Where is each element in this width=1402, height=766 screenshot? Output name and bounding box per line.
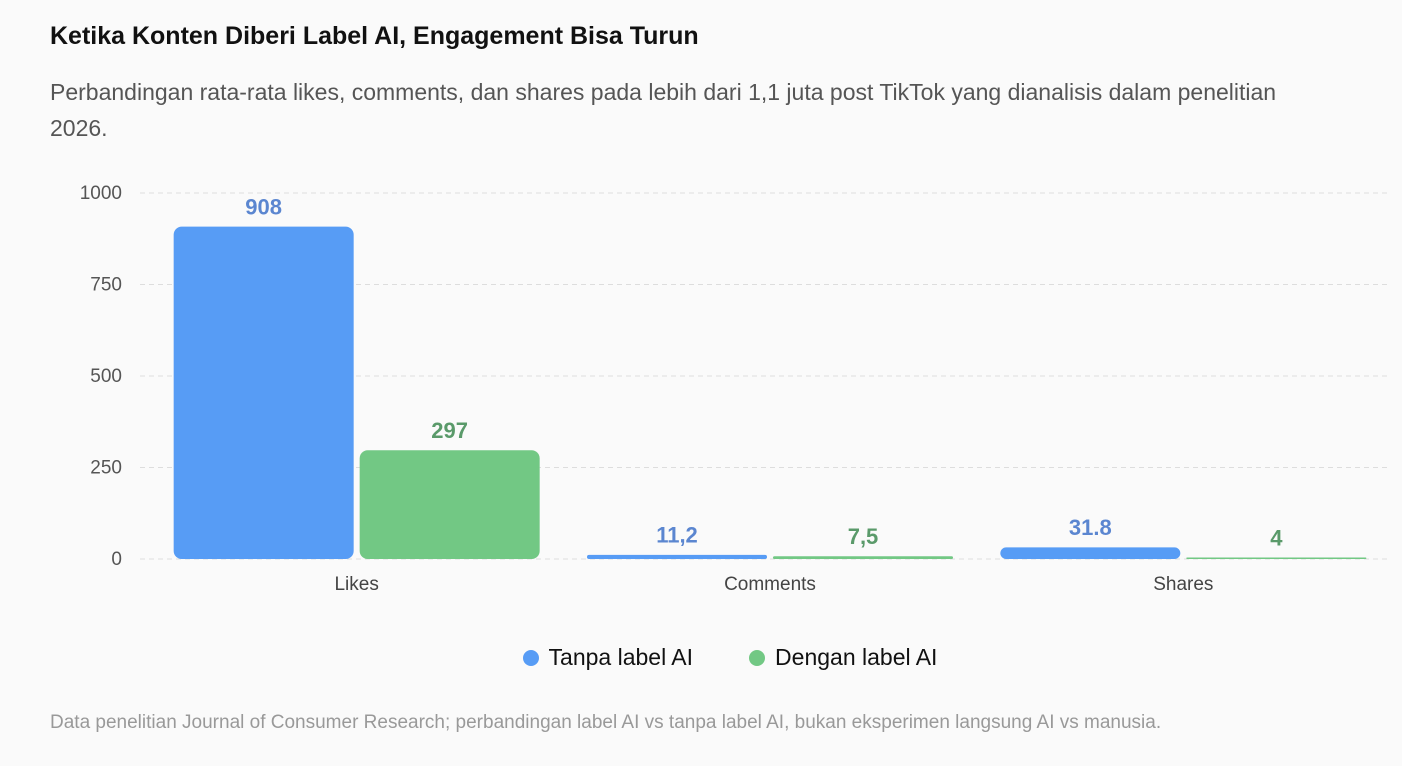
- y-tick-label: 500: [90, 366, 122, 387]
- chart-title: Ketika Konten Diberi Label AI, Engagemen…: [50, 22, 699, 50]
- legend-item: Dengan label AI: [749, 644, 937, 671]
- value-label: 11,2: [656, 523, 698, 548]
- y-tick-label: 0: [111, 549, 122, 570]
- bar: [587, 554, 767, 559]
- x-tick-label: Likes: [334, 574, 378, 595]
- chart-subtitle: Perbandingan rata-rata likes, comments, …: [50, 79, 1277, 141]
- legend: Tanpa label AI Dengan label AI: [0, 644, 1402, 671]
- legend-label: Dengan label AI: [775, 644, 938, 670]
- x-tick-label: Shares: [1153, 574, 1213, 595]
- value-label: 297: [431, 418, 468, 443]
- value-label: 31.8: [1069, 515, 1112, 540]
- chart: 0 250 500 750 1000 Likes 908 297 Comments 11,2 7,5…: [80, 183, 1390, 595]
- y-tick-label: 750: [90, 275, 122, 296]
- bar: [1186, 557, 1367, 559]
- bar: [173, 226, 354, 559]
- bar: [773, 556, 953, 559]
- legend-swatch: [522, 649, 539, 666]
- y-tick-label: 1000: [80, 183, 122, 204]
- footnote: Data penelitian Journal of Consumer Rese…: [50, 712, 1162, 733]
- legend-swatch: [749, 649, 766, 666]
- value-label: 7,5: [848, 524, 879, 549]
- value-label: 4: [1270, 525, 1283, 550]
- bar: [1000, 547, 1181, 559]
- legend-label: Tanpa label AI: [548, 644, 694, 670]
- value-label: 908: [245, 194, 282, 219]
- legend-item: Tanpa label AI: [522, 644, 694, 671]
- y-tick-label: 250: [90, 458, 122, 479]
- bar: [359, 450, 540, 559]
- x-tick-label: Comments: [724, 574, 816, 595]
